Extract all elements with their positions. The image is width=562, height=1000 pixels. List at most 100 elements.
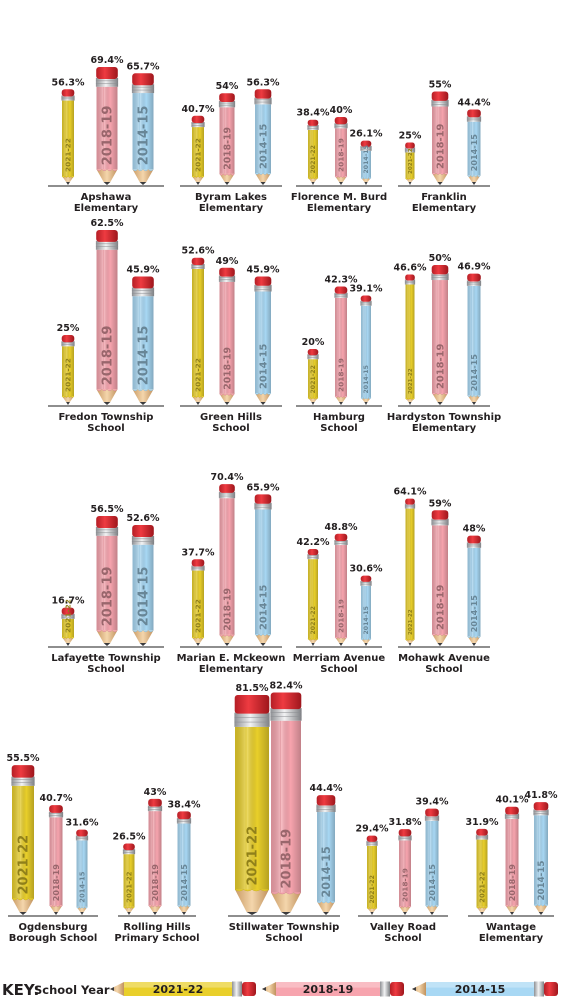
pencil-year-label: 2014-15 — [363, 145, 370, 173]
value-label: 42.2% — [297, 537, 330, 548]
pencil-year-label: 2014-15 — [469, 354, 479, 392]
pencil-year-label: 2018-19 — [101, 326, 116, 386]
pencil-bar-2018-19: 2018-19 — [147, 798, 163, 915]
value-label: 65.9% — [247, 482, 280, 493]
school-name-line: Mohawk Avenue — [398, 653, 490, 664]
pencil-bar-2018-19: 2018-19 — [334, 533, 348, 646]
pencil-year-label: 2018-19 — [435, 344, 446, 389]
pencil-bar-2014-15: 2014-15 — [316, 795, 336, 915]
pencil-year-label: 2014-15 — [363, 365, 370, 393]
pencil-year-label: 2018-19 — [222, 127, 233, 170]
key-item-2014-15: 2014-15 — [412, 981, 558, 997]
pencil-year-label: 2014-15 — [137, 106, 152, 166]
pencil-bar-2018-19: 2018-19 — [270, 692, 302, 915]
pencil-year-label: 2014-15 — [137, 567, 152, 627]
pencil-year-label: 2018-19 — [150, 864, 160, 902]
pencil-bar-2018-19: 2018-19 — [218, 93, 236, 185]
pencil-bar-2021-22: 2021-22 — [191, 559, 205, 646]
school-group-mohawk-avenue-school: 2021-22 64.1% 2018-19 59% 2014-15 48% Mohawk A… — [394, 487, 491, 675]
pencil-bar-2018-19: 2018-19 — [334, 117, 348, 185]
pencil-bar-2021-22: 2021-22 — [307, 119, 319, 185]
school-name-line: Lafayette Township — [51, 653, 160, 664]
pencil-bar-2021-22: 2021-22 — [191, 115, 205, 185]
pencil-bar-2014-15: 2014-15 — [466, 273, 482, 405]
pencil-bar-2014-15: 2014-15 — [533, 802, 549, 915]
value-label: 48% — [463, 524, 486, 535]
school-name-line: Hamburg — [313, 412, 365, 423]
pencil-bar-2018-19: 2018-19 — [218, 484, 236, 646]
school-name-line: Florence M. Burd — [291, 192, 387, 203]
value-label: 81.5% — [236, 683, 269, 694]
school-name-line: School — [384, 933, 421, 944]
value-label: 39.1% — [350, 284, 383, 295]
pencil-bar-2014-15: 2014-15 — [424, 808, 440, 915]
school-group-stillwater-township-school: 2021-22 81.5% 2018-19 82.4% 2014-15 44.4% Stil… — [228, 681, 343, 944]
value-label: 30.6% — [350, 564, 383, 575]
school-groups: 2021-22 56.3% 2018-19 69.4% 2014-15 65.7% Apsh… — [7, 55, 558, 944]
school-name-line: Stillwater Township — [229, 922, 340, 933]
school-name-line: Elementary — [74, 203, 139, 214]
value-label: 31.9% — [466, 817, 499, 828]
pencil-year-label: 2021-22 — [310, 145, 317, 173]
value-label: 70.4% — [211, 472, 244, 483]
value-label: 45.9% — [127, 264, 160, 275]
pencil-bar-2021-22: 2021-22 — [475, 828, 489, 915]
value-label: 40.7% — [40, 793, 73, 804]
pencil-year-label: 2014-15 — [179, 864, 189, 902]
school-group-wantage-elementary: 2021-22 31.9% 2018-19 40.1% 2014-15 41.8% Want… — [466, 790, 558, 944]
pencil-bar-2018-19: 2018-19 — [431, 265, 449, 405]
pencil-bar-2021-22: 2021-22 — [234, 694, 270, 915]
pencil-bar-2014-15: 2014-15 — [176, 811, 192, 915]
pencil-bar-2018-19: 2018-19 — [95, 516, 119, 646]
key-item-2018-19: 2018-19 — [262, 981, 404, 997]
key-item-2021-22: 2021-22 — [110, 981, 256, 997]
pencil-year-label: 2018-19 — [401, 868, 410, 902]
pencil-bar-2014-15: 2014-15 — [360, 295, 372, 405]
pencil-year-label: 2021-22 — [64, 138, 73, 172]
pencil-year-label: 2018-19 — [280, 829, 295, 889]
value-label: 29.4% — [356, 824, 389, 835]
value-label: 26.1% — [350, 129, 383, 140]
value-label: 26.5% — [113, 831, 146, 842]
value-label: 40.7% — [182, 104, 215, 115]
school-group-hamburg-school: 2021-22 20% 2018-19 42.3% 2014-15 39.1% Hambur… — [296, 275, 383, 434]
value-label: 42.3% — [325, 275, 358, 286]
school-name-line: Apshawa — [81, 192, 132, 203]
pencil-bar-2021-22: 2021-22 — [61, 599, 75, 646]
school-name-line: Elementary — [199, 203, 264, 214]
pencil-year-label: 2018-19 — [507, 864, 517, 902]
pencil-bar-2018-19: 2018-19 — [431, 510, 449, 646]
value-label: 38.4% — [297, 108, 330, 119]
pencil-year-label: 2014-15 — [258, 124, 269, 169]
pencil-bar-2021-22: 2021-22 — [404, 274, 416, 405]
school-name-line: Byram Lakes — [195, 192, 267, 203]
pencil-year-label: 2018-19 — [435, 585, 446, 630]
pencil-bar-2018-19: 2018-19 — [95, 67, 119, 185]
school-name-line: Hardyston Township — [387, 412, 501, 423]
value-label: 37.7% — [182, 547, 215, 558]
key-title: KEY: — [2, 981, 39, 999]
value-label: 44.4% — [458, 98, 491, 109]
pencil-year-label: 2018-19 — [337, 138, 346, 172]
pencil-bar-2014-15: 2014-15 — [254, 89, 272, 185]
pencil-year-label: 2021-22 — [310, 365, 317, 393]
school-name-line: School — [87, 423, 124, 434]
pencil-year-label: 2021-22 — [194, 358, 203, 392]
pencil-year-label: 2014-15 — [537, 861, 547, 901]
pencil-year-label: 2018-19 — [337, 599, 346, 633]
pencil-year-label: 2021-22 — [246, 826, 261, 886]
value-label: 40% — [330, 105, 353, 116]
value-label: 25% — [399, 131, 422, 142]
school-group-merriam-avenue-school: 2021-22 42.2% 2018-19 48.8% 2014-15 30.6% Merr… — [293, 522, 386, 675]
pencil-year-label: 2021-22 — [194, 599, 203, 633]
value-label: 52.6% — [127, 513, 160, 524]
pencil-year-label: 2021-22 — [369, 875, 376, 903]
pencil-year-label: 2018-19 — [222, 588, 233, 631]
school-name-line: School — [87, 664, 124, 675]
pencil-bar-2014-15: 2014-15 — [75, 829, 89, 915]
pencil-year-label: 2014-15 — [363, 606, 370, 634]
value-label: 39.4% — [416, 797, 449, 808]
value-label: 45.9% — [247, 264, 280, 275]
pencil-year-label: 2014-15 — [137, 326, 152, 386]
